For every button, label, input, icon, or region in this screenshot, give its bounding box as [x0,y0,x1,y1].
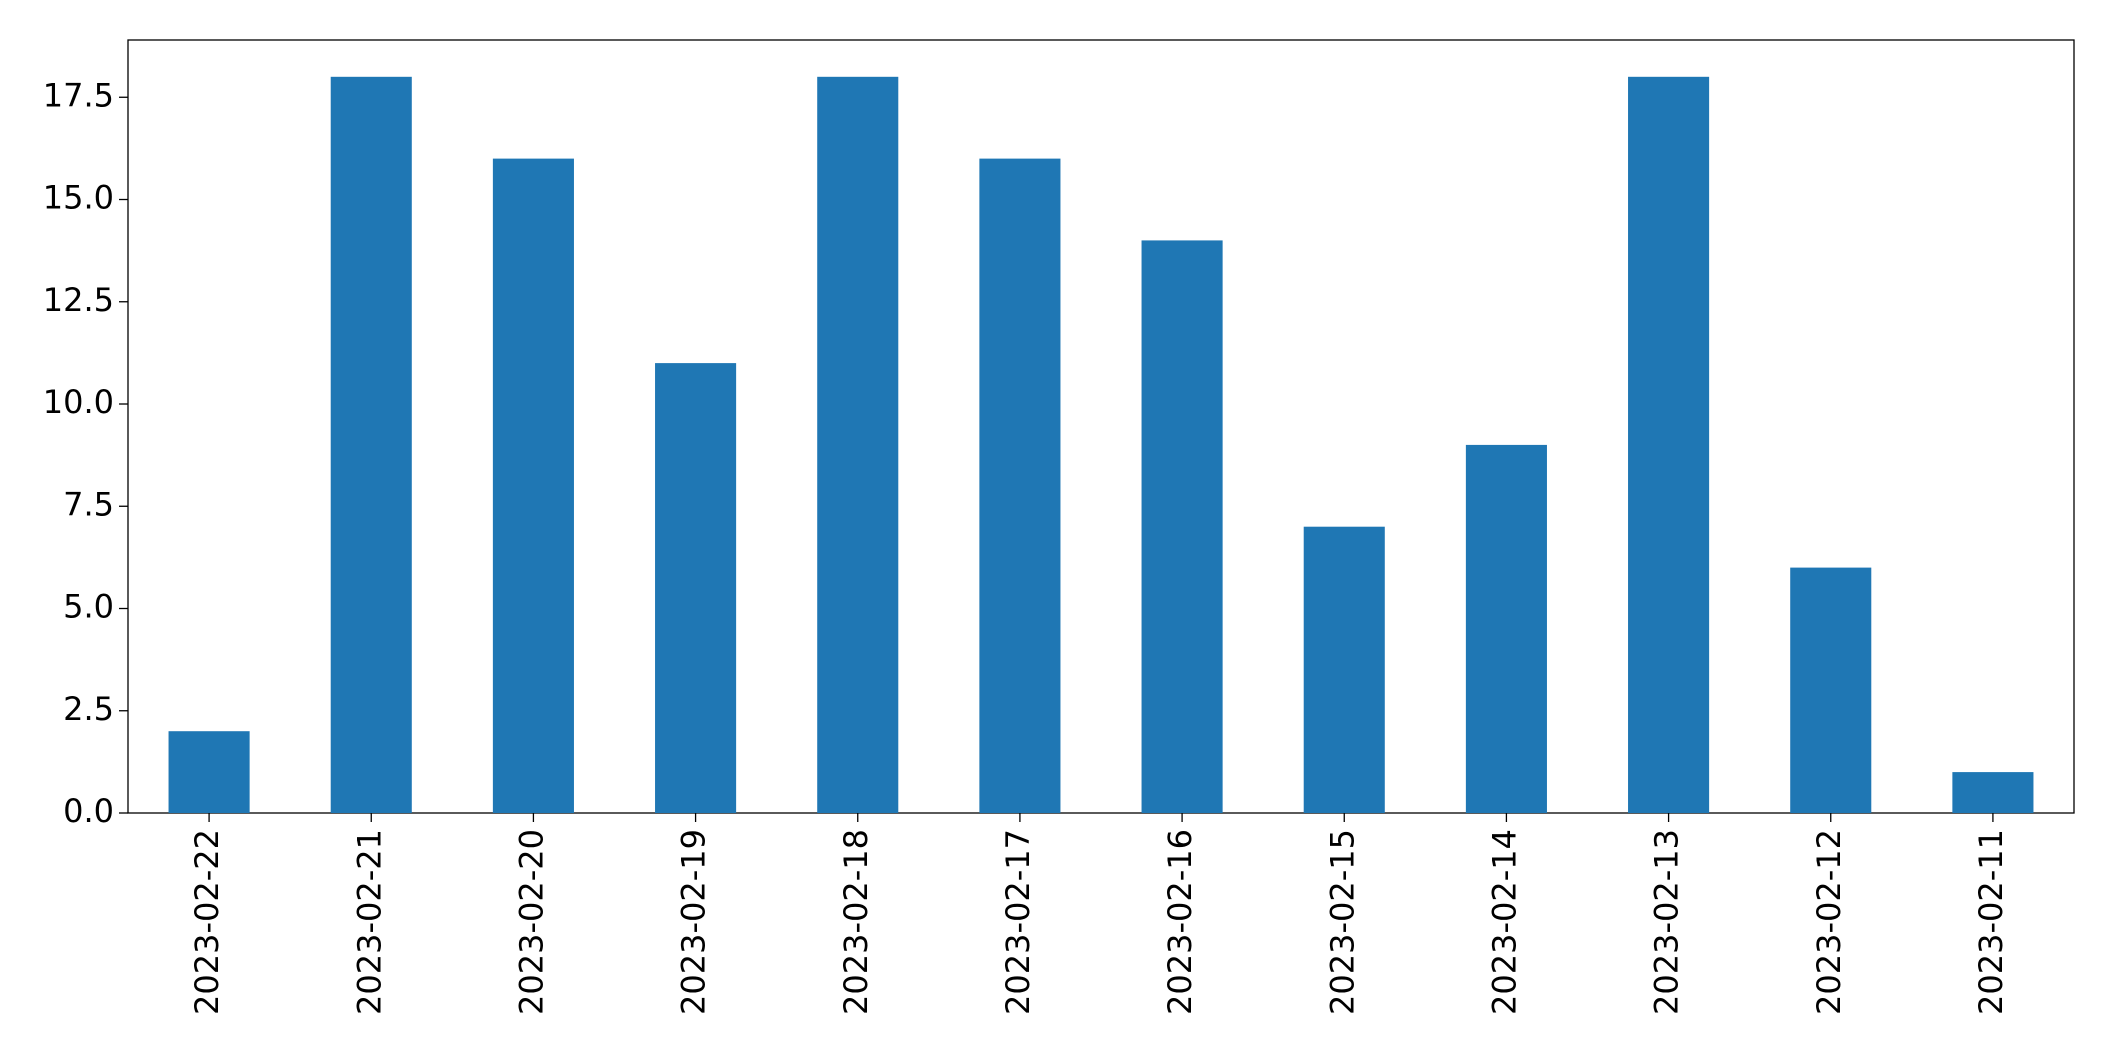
plot-frame [127,39,2075,814]
x-tick-label: 2023-02-19 [675,829,713,1015]
y-tick-label: 7.5 [63,485,114,523]
bar [817,76,899,814]
y-tick-label: 12.5 [43,281,114,319]
x-tick-label: 2023-02-15 [1323,829,1361,1015]
y-tick-label: 5.0 [63,588,114,626]
bar [1628,76,1710,814]
bar [1952,772,2034,813]
bar [330,76,412,814]
x-tick-label: 2023-02-21 [350,829,388,1015]
x-tick-label: 2023-02-13 [1648,829,1686,1015]
y-tick-label: 10.0 [43,383,114,421]
y-tick-label: 2.5 [63,690,114,728]
bar [655,363,737,813]
x-tick-label: 2023-02-17 [999,829,1037,1015]
x-tick-label: 2023-02-11 [1972,829,2010,1015]
x-tick-label: 2023-02-16 [1161,829,1199,1015]
bar [1465,444,1547,813]
bar [492,158,574,813]
x-tick-label: 2023-02-12 [1810,829,1848,1015]
x-tick-label: 2023-02-18 [837,829,875,1015]
bar [1790,567,1872,813]
x-tick-label: 2023-02-20 [512,829,550,1015]
x-tick-label: 2023-02-14 [1485,829,1523,1015]
y-tick-label: 17.5 [43,76,114,114]
y-tick-label: 0.0 [63,792,114,830]
bar [1141,240,1223,813]
bar [979,158,1061,813]
y-tick-label: 15.0 [43,179,114,217]
x-tick-label: 2023-02-22 [188,829,226,1015]
bar [168,731,250,813]
bar [1303,526,1385,813]
